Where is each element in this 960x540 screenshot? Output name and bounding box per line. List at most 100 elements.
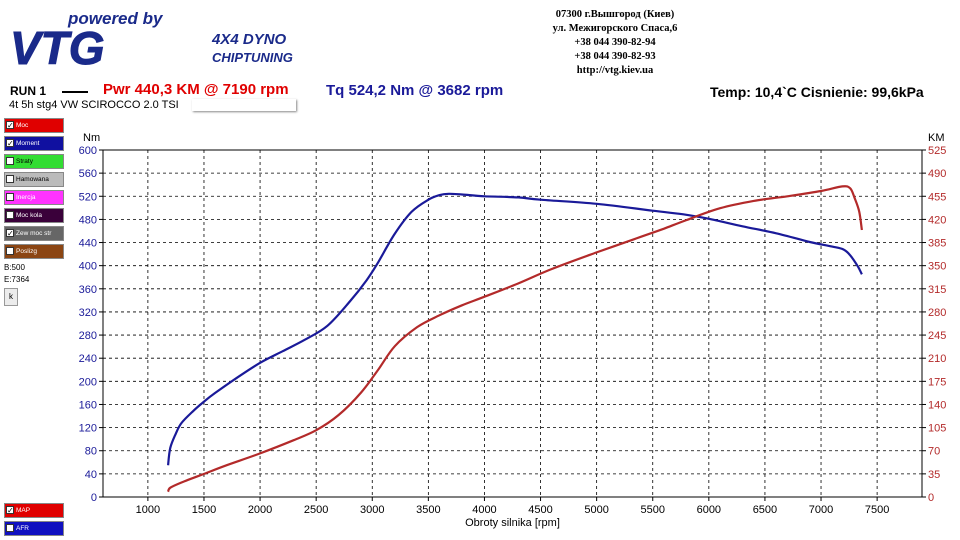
legend-label: Moment (16, 140, 40, 147)
checkbox-icon[interactable] (6, 175, 14, 183)
y-left-tick-label: 600 (79, 145, 97, 157)
legend-label: Moc kola (16, 212, 43, 219)
y-left-tick-label: 200 (79, 376, 97, 388)
y-right-tick-label: 455 (928, 191, 946, 203)
logo-vtg: VTG (10, 22, 105, 70)
phone-line: +38 044 390-82-93 (574, 51, 656, 62)
logo-dyno: 4X4 DYNO (211, 31, 287, 48)
x-tick-label: 2500 (304, 504, 328, 516)
checkbox-icon[interactable]: ✓ (6, 506, 14, 515)
checkbox-icon[interactable] (6, 193, 14, 201)
y-right-tick-label: 105 (928, 423, 946, 435)
power-series-line (167, 185, 863, 493)
logo-chiptuning: CHIPTUNING (212, 50, 293, 65)
y-left-axis-label: Nm (83, 132, 100, 144)
legend-item[interactable]: ✓ Zew moc str (4, 226, 64, 241)
legend-item[interactable]: Straty (4, 154, 64, 169)
y-left-tick-label: 520 (79, 191, 97, 203)
y-left-tick-label: 0 (91, 492, 97, 504)
legend-item[interactable]: ✓ Moc (4, 118, 64, 133)
y-right-tick-label: 315 (928, 284, 946, 296)
legend-label: Zew moc str (16, 230, 52, 237)
legend-label: Straty (16, 158, 33, 165)
x-tick-label: 6500 (753, 504, 777, 516)
y-right-axis-label: KM (928, 132, 945, 144)
y-right-tick-label: 35 (928, 469, 940, 481)
y-right-tick-label: 210 (928, 353, 946, 365)
legend-item[interactable]: ✓ Moment (4, 136, 64, 151)
torque-readout: Tq 524,2 Nm @ 3682 rpm (326, 82, 504, 99)
address-line: 07300 г.Вышгород (Киев) (555, 9, 675, 20)
x-tick-label: 3500 (416, 504, 440, 516)
y-left-tick-label: 480 (79, 214, 97, 226)
legend-item[interactable]: Inercja (4, 190, 64, 205)
x-tick-label: 7500 (865, 504, 889, 516)
checkbox-icon[interactable]: ✓ (6, 139, 14, 148)
checkbox-icon[interactable] (6, 211, 14, 219)
y-right-tick-label: 280 (928, 307, 946, 319)
x-tick-label: 4000 (472, 504, 496, 516)
x-tick-label: 1500 (192, 504, 216, 516)
bottom-legend-label: AFR (16, 525, 29, 532)
e-value: E:7364 (4, 275, 30, 284)
legend-item[interactable]: Moc kola (4, 208, 64, 223)
x-tick-label: 4500 (528, 504, 552, 516)
y-right-tick-label: 70 (928, 446, 940, 458)
y-left-tick-label: 120 (79, 423, 97, 435)
bottom-legend-item[interactable]: AFR (4, 521, 64, 536)
x-tick-label: 3000 (360, 504, 384, 516)
k-button[interactable]: k (4, 288, 18, 306)
phone-line: +38 044 390-82-94 (574, 37, 656, 48)
x-axis-label: Obroty silnika [rpm] (465, 517, 560, 529)
y-left-tick-label: 400 (79, 261, 97, 273)
run-description: 4t 5h stg4 VW SCIROCCO 2.0 TSI (9, 99, 179, 111)
checkbox-icon[interactable] (6, 247, 14, 255)
y-left-tick-label: 240 (79, 353, 97, 365)
x-tick-label: 1000 (136, 504, 160, 516)
plot-frame (102, 149, 923, 498)
checkbox-icon[interactable] (6, 524, 14, 532)
y-left-tick-label: 280 (79, 330, 97, 342)
address-line: ул. Межигорского Спаса,6 (552, 23, 678, 34)
y-right-tick-label: 175 (928, 376, 946, 388)
y-right-tick-label: 350 (928, 261, 946, 273)
y-right-tick-label: 245 (928, 330, 946, 342)
y-left-tick-label: 80 (85, 446, 97, 458)
power-readout: Pwr 440,3 KM @ 7190 rpm (103, 81, 289, 98)
bottom-legend-item[interactable]: ✓ MAP (4, 503, 64, 518)
x-tick-label: 2000 (248, 504, 272, 516)
tooltip-box (192, 99, 296, 111)
b-value: B:500 (4, 263, 25, 272)
y-left-tick-label: 320 (79, 307, 97, 319)
y-right-tick-label: 420 (928, 214, 946, 226)
legend-label: Hamowana (16, 176, 49, 183)
checkbox-icon[interactable]: ✓ (6, 229, 14, 238)
x-tick-label: 5000 (584, 504, 608, 516)
run-line-swatch (62, 91, 88, 93)
y-left-tick-label: 360 (79, 284, 97, 296)
x-tick-label: 6000 (697, 504, 721, 516)
website-line: http://vtg.kiev.ua (576, 65, 654, 76)
run-label: RUN 1 (10, 84, 47, 98)
checkbox-icon[interactable] (6, 157, 14, 165)
y-right-tick-label: 385 (928, 238, 946, 250)
legend-item[interactable]: Hamowana (4, 172, 64, 187)
y-left-tick-label: 160 (79, 399, 97, 411)
address-block: 07300 г.Вышгород (Киев) ул. Межигорского… (520, 8, 710, 78)
y-left-tick-label: 440 (79, 238, 97, 250)
legend-label: Poslizg (16, 248, 37, 255)
legend-label: Inercja (16, 194, 36, 201)
x-tick-label: 7000 (809, 504, 833, 516)
vtg-logo: powered by VTG 4X4 DYNO CHIPTUNING (10, 9, 293, 70)
y-right-tick-label: 140 (928, 399, 946, 411)
x-tick-label: 5500 (640, 504, 664, 516)
legend-item[interactable]: Poslizg (4, 244, 64, 259)
y-right-tick-label: 490 (928, 168, 946, 180)
y-right-tick-label: 0 (928, 492, 934, 504)
y-left-tick-label: 40 (85, 469, 97, 481)
y-right-tick-label: 525 (928, 145, 946, 157)
legend-label: Moc (16, 122, 29, 129)
checkbox-icon[interactable]: ✓ (6, 121, 14, 130)
conditions-readout: Temp: 10,4`C Cisnienie: 99,6kPa (710, 84, 924, 100)
